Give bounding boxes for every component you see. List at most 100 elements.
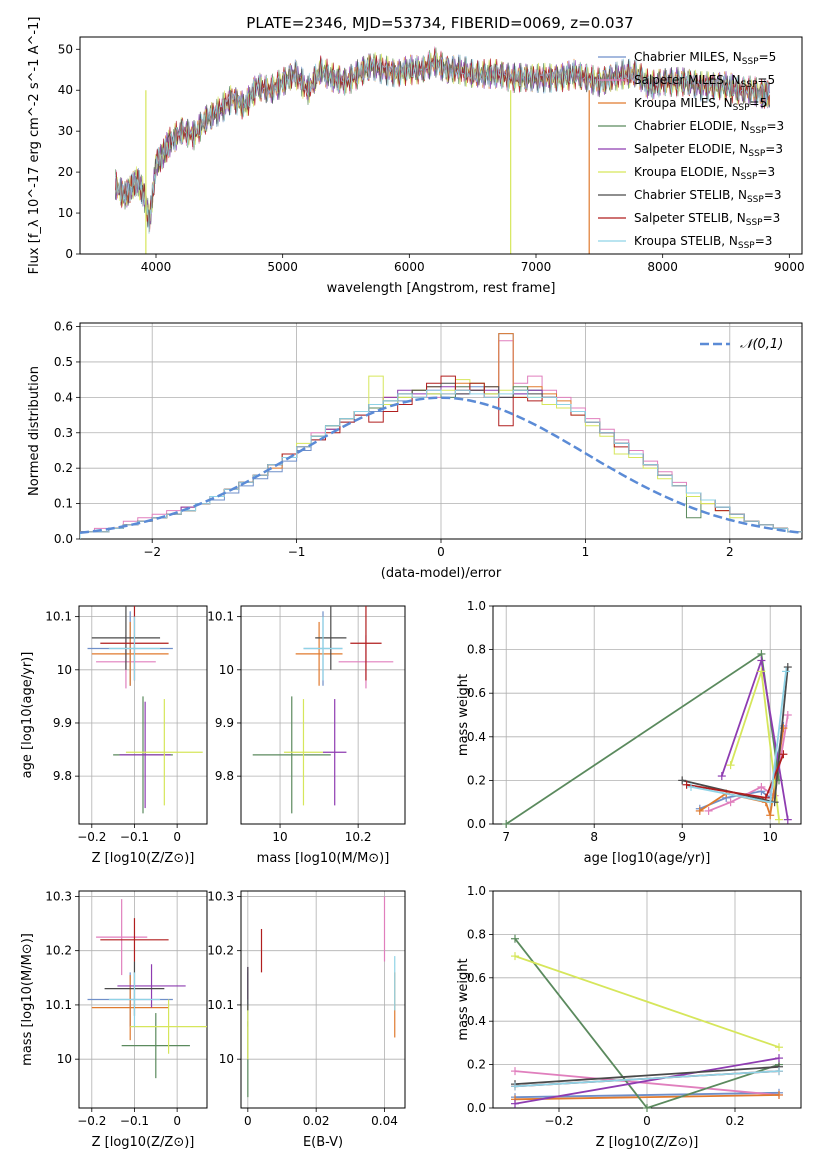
age-vs-mass-axes: 10 10.2 9.8 9.9 10 10.1 mass [log10(M/M⊙)] [207,605,406,866]
mass-vs-Z-xtick-label: −0.2 [77,1114,106,1128]
weight-vs-age-ytick-label: 1.0 [467,599,486,613]
spectrum-ytick-label: 40 [58,83,73,97]
mass-vs-EBV-errorbars [247,896,396,1098]
age-vs-Z-axes: −0.2 −0.1 0 9.8 9.9 10 10.1 Z [log10(Z/Z⊙)] age … [20,605,208,866]
weight-vs-Z-xtick-label: 0.2 [725,1114,744,1128]
weight-vs-Z-ytick-label: 0.6 [467,971,486,985]
age-vs-Z-xtick-label: −0.2 [77,830,106,844]
residuals-ytick-label: 0.4 [54,390,73,404]
mass-weight-line [514,1057,780,1105]
spectrum-axes: 4000 5000 6000 7000 8000 9000 0 10 20 30 40 50 wavel… [27,17,805,296]
spectrum-ytick-label: 50 [58,42,73,56]
legend-label-subscript: SSP [741,80,758,90]
legend-label-rest: =3 [755,234,773,248]
mass-vs-EBV-xtick-label: 0 [244,1114,252,1128]
spectrum-series-line [115,52,771,234]
age-vs-mass-ytick-label: 10 [219,663,234,677]
mass-vs-Z-xtick-label: −0.1 [120,1114,149,1128]
age-vs-mass-errorbars [252,606,394,814]
mass-vs-EBV-xtick-label: 0.02 [303,1114,330,1128]
legend-label-rest: =3 [764,188,782,202]
legend-label-rest: =3 [766,119,784,133]
spectrum-ylabel: Flux [f_λ 10^-17 erg cm^-2 s^-1 A^-1] [27,17,42,275]
spectrum-xtick-label: 4000 [141,260,172,274]
legend-label-rest: =3 [763,211,781,225]
legend-label: Kroupa MILES, NSSP=5 [634,96,767,113]
weight-vs-age-xtick-label: 7 [502,830,510,844]
weight-vs-age-ylabel: mass weight [456,674,471,756]
residuals-xtick-label: −1 [288,545,306,559]
weight-vs-Z-ylabel: mass weight [456,958,471,1040]
weight-vs-Z-ytick-label: 0.0 [467,1101,486,1115]
weight-vs-Z-ytick-label: 0.4 [467,1014,486,1028]
age-vs-Z-ytick-label: 10 [57,663,72,677]
mass-weight-line [686,753,785,799]
legend-label-rest: =5 [757,73,775,87]
figure-title: PLATE=2346, MJD=53734, FIBERID=0069, z=0… [246,14,633,32]
legend-label-rest: =3 [757,165,775,179]
spectrum-xtick-label: 9000 [774,260,805,274]
spectrum-xtick-label: 7000 [521,260,552,274]
spectrum-ytick-label: 0 [65,247,73,261]
age-vs-Z-errorbars [87,606,203,814]
residuals-ytick-label: 0.6 [54,320,73,334]
mass-vs-Z-frame [78,890,208,1109]
age-vs-mass-frame [240,605,406,825]
age-vs-Z-ytick-label: 9.8 [53,769,72,783]
mass-vs-EBV-xlabel: E(B-V) [303,1135,343,1150]
legend-label: Chabrier MILES, NSSP=5 [634,50,776,67]
mass-vs-EBV-frame [240,890,406,1109]
mass-vs-EBV-xtick-label: 0.04 [371,1114,398,1128]
legend-label-subscript: SSP [748,149,765,159]
weight-vs-age-ytick-label: 0.6 [467,686,486,700]
age-vs-mass-ytick-label: 10.1 [207,610,234,624]
mass-weight-line [514,955,780,1049]
age-vs-Z-frame [78,605,208,825]
mass-vs-Z-xlabel: Z [log10(Z/Z⊙)] [92,1135,195,1150]
age-vs-mass-ytick-label: 9.8 [215,769,234,783]
weight-vs-Z-ytick-label: 1.0 [467,884,486,898]
weight-vs-age-xtick-label: 10 [763,830,778,844]
spectrum-xtick-label: 6000 [394,260,425,274]
age-vs-Z-xtick-label: −0.1 [120,830,149,844]
residuals-ytick-label: 0.2 [54,461,73,475]
weight-vs-Z-xlabel: Z [log10(Z/Z⊙)] [596,1135,699,1150]
residuals-xtick-label: 0 [437,545,445,559]
residuals-histograms [80,333,802,539]
spectrum-ytick-label: 20 [58,165,73,179]
mass-vs-Z-ytick-label: 10 [57,1052,72,1066]
age-vs-Z-xlabel: Z [log10(Z/Z⊙)] [92,851,195,866]
weight-vs-age-xtick-label: 8 [590,830,598,844]
weight-vs-Z-axes: −0.2 0 0.2 0.0 0.2 0.4 0.6 0.8 1.0 Z [log10(Z/Z⊙)… [456,884,802,1150]
mass-vs-Z-xtick-label: 0 [173,1114,181,1128]
age-vs-Z-xtick-label: 0 [173,830,181,844]
mass-vs-EBV-axes: 0 0.02 0.04 10 10.1 10.2 10.3 E(B-V) [207,889,406,1150]
mass-vs-EBV-ytick-label: 10.3 [207,889,234,903]
weight-vs-age-lines [502,649,792,828]
mass-weight-line [514,1065,780,1085]
residuals-frame [79,322,803,540]
legend-label-rest: =5 [750,96,768,110]
residuals-axes: −2 −1 0 1 2 0.0 0.1 0.2 0.3 0.4 0.5 0.6 (data-model)… [27,320,803,581]
residuals-xtick-label: 2 [726,545,734,559]
legend-label-subscript: SSP [746,218,763,228]
residuals-xtick-label: −2 [143,545,161,559]
mass-weight-line [514,1070,780,1088]
age-vs-mass-ytick-label: 9.9 [215,716,234,730]
mass-vs-EBV-ytick-label: 10.2 [207,944,234,958]
spectrum-xtick-label: 5000 [267,260,298,274]
legend-label: Kroupa ELODIE, NSSP=3 [634,165,775,182]
mass-vs-Z-ylabel: mass [log10(M/M⊙)] [20,933,35,1066]
age-vs-mass-xtick-label: 10 [272,830,287,844]
spectrum-legend: Chabrier MILES, NSSP=5 Salpeter MILES, NS… [598,50,784,251]
residuals-ylabel: Normed distribution [27,366,42,496]
legend-label: Salpeter MILES, NSSP=5 [634,73,775,90]
spectrum-xlabel: wavelength [Angstrom, rest frame] [327,281,556,296]
legend-label-rest: =5 [759,50,777,64]
spectrum-ytick-label: 10 [58,206,73,220]
weight-vs-Z-ytick-label: 0.8 [467,927,486,941]
spectrum-xtick-label: 8000 [647,260,678,274]
legend-label-subscript: SSP [747,195,764,205]
legend-label: Salpeter STELIB, NSSP=3 [634,211,780,228]
